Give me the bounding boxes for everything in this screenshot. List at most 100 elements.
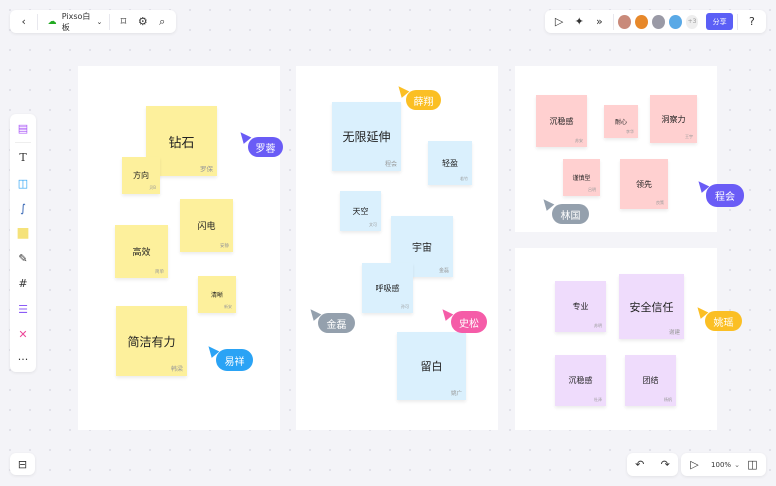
template-icon[interactable]: ▤ <box>17 122 29 136</box>
text-icon[interactable]: T <box>19 151 27 165</box>
sticky-note[interactable]: 简洁有力 韩梁 <box>116 306 187 376</box>
note-author: 程会 <box>384 161 397 168</box>
sticky-note[interactable]: 洞察力 王宇 <box>650 95 697 143</box>
presentation-icon[interactable]: ▷ <box>690 458 699 471</box>
note-author: 良策 <box>656 200 664 205</box>
sticky-note[interactable]: 领先 良策 <box>620 159 668 209</box>
note-author: 谢建 <box>668 330 680 336</box>
tag-icon[interactable]: ⌑ <box>120 15 127 28</box>
sticky-note[interactable]: 高效 简单 <box>115 225 168 278</box>
note-text: 无限延伸 <box>342 130 391 144</box>
sticky-note[interactable]: 专业 苏明 <box>555 281 606 332</box>
left-toolbar: ▤ T ◫ ∫ ■ ✎ # ☰ ✕ ··· <box>10 114 36 372</box>
book-icon[interactable]: ◫ <box>747 458 758 471</box>
sticky-note[interactable]: 呼吸感 孙可 <box>362 263 413 313</box>
note-text: 专业 <box>572 302 589 311</box>
list-icon[interactable]: ☰ <box>18 302 28 316</box>
celebrate-icon[interactable]: ✦ <box>574 15 584 28</box>
frame-purple <box>515 248 717 430</box>
note-text: 谨慎型 <box>572 175 591 182</box>
note-text: 安全信任 <box>629 300 674 314</box>
sticky-note[interactable]: 天空 文可 <box>340 191 381 231</box>
note-author: 姚广 <box>450 391 462 397</box>
sticky-note[interactable]: 团结 杨帆 <box>625 355 676 406</box>
help-icon[interactable]: ? <box>749 15 755 28</box>
avatar[interactable] <box>668 14 682 29</box>
sticky-note[interactable]: 安全信任 谢建 <box>619 274 684 339</box>
sticky-note[interactable]: 沉稳感 杜泽 <box>555 355 606 406</box>
settings-icon[interactable]: ⚙ <box>137 15 148 28</box>
collaborator-cursor-label: 罗蓉 <box>248 137 283 157</box>
note-text: 天空 <box>352 206 369 216</box>
divider <box>613 13 615 30</box>
note-text: 领先 <box>636 179 652 189</box>
note-author: 杨帆 <box>664 397 672 402</box>
chevron-down-icon[interactable]: ⌄ <box>734 460 740 469</box>
avatar[interactable] <box>635 14 648 29</box>
note-author: 苏安 <box>575 138 583 143</box>
top-right-toolbar: ▷ ✦ » +3 分享 ? <box>545 10 766 33</box>
note-text: 轻盈 <box>442 158 458 168</box>
note-text: 沉稳感 <box>568 376 593 385</box>
sticky-note[interactable]: 清晰 新安 <box>198 276 236 313</box>
collaborator-cursor-label: 薛翔 <box>406 90 441 110</box>
note-author: 金磊 <box>438 268 449 274</box>
pen-icon[interactable]: ✎ <box>18 252 28 266</box>
note-text: 闪电 <box>197 222 216 232</box>
sticky-note[interactable]: 耐心 李华 <box>604 105 638 138</box>
more-icon[interactable]: ··· <box>17 352 29 366</box>
frame-pink <box>515 66 717 232</box>
note-text: 呼吸感 <box>375 283 400 293</box>
note-text: 清晰 <box>210 292 223 299</box>
connector-icon[interactable]: ∫ <box>20 201 26 215</box>
collaborator-cursor-label: 易祥 <box>216 349 253 371</box>
expand-icon[interactable]: » <box>595 15 603 28</box>
search-icon[interactable]: ⌕ <box>159 14 166 28</box>
undo-icon[interactable]: ↶ <box>635 458 645 471</box>
note-author: 杜泽 <box>594 397 602 402</box>
play-icon[interactable]: ▷ <box>554 15 564 28</box>
sticky-note-icon[interactable]: ■ <box>16 225 30 242</box>
note-text: 沉稳感 <box>549 116 574 126</box>
divider <box>37 13 39 30</box>
chevron-down-icon[interactable]: ⌄ <box>96 17 103 26</box>
more-users-badge[interactable]: +3 <box>685 14 699 29</box>
note-author: 简单 <box>155 270 164 275</box>
avatar[interactable] <box>651 14 665 29</box>
shape-icon[interactable]: ◫ <box>17 176 29 190</box>
avatar[interactable] <box>618 14 632 29</box>
sticky-note[interactable]: 留白 姚广 <box>397 332 466 400</box>
note-text: 简洁有力 <box>127 334 176 349</box>
note-author: 罗保 <box>200 165 213 173</box>
back-icon[interactable]: ‹ <box>21 15 26 28</box>
divider <box>15 142 31 144</box>
collaborator-cursor-label: 程会 <box>706 184 744 207</box>
redo-icon[interactable]: ↷ <box>660 458 670 471</box>
sticky-note[interactable]: 无限延伸 程会 <box>332 102 401 171</box>
sticky-note[interactable]: 轻盈 若竹 <box>428 141 472 185</box>
note-text: 团结 <box>642 376 659 385</box>
note-author: 新安 <box>224 304 232 309</box>
note-author: 孙可 <box>401 304 409 309</box>
note-text: 洞察力 <box>661 114 686 124</box>
note-text: 高效 <box>132 248 151 258</box>
sticky-note[interactable]: 闪电 安静 <box>180 199 233 252</box>
file-name[interactable]: Pixso白板 <box>61 11 91 32</box>
note-author: 王宇 <box>685 134 693 139</box>
note-author: 若竹 <box>460 176 468 181</box>
note-text: 耐心 <box>614 119 627 126</box>
divider <box>736 13 738 30</box>
sticky-note[interactable]: 谨慎型 吕明 <box>563 159 600 196</box>
view-bar: ▷ 100% ⌄ ◫ <box>681 453 766 476</box>
share-button[interactable]: 分享 <box>706 13 733 30</box>
divider <box>108 13 110 30</box>
minimap-icon: ⊟ <box>17 457 28 471</box>
mindmap-icon[interactable]: ✕ <box>18 327 28 341</box>
sticky-note[interactable]: 方向 贝B <box>122 157 160 194</box>
note-author: 吕明 <box>588 187 596 192</box>
zoom-level[interactable]: 100% <box>711 460 732 469</box>
minimap-button[interactable]: ⊟ <box>10 453 35 475</box>
sticky-note[interactable]: 沉稳感 苏安 <box>536 95 587 147</box>
collaborator-cursor-label: 史松 <box>451 311 487 333</box>
frame-icon[interactable]: # <box>18 277 28 291</box>
